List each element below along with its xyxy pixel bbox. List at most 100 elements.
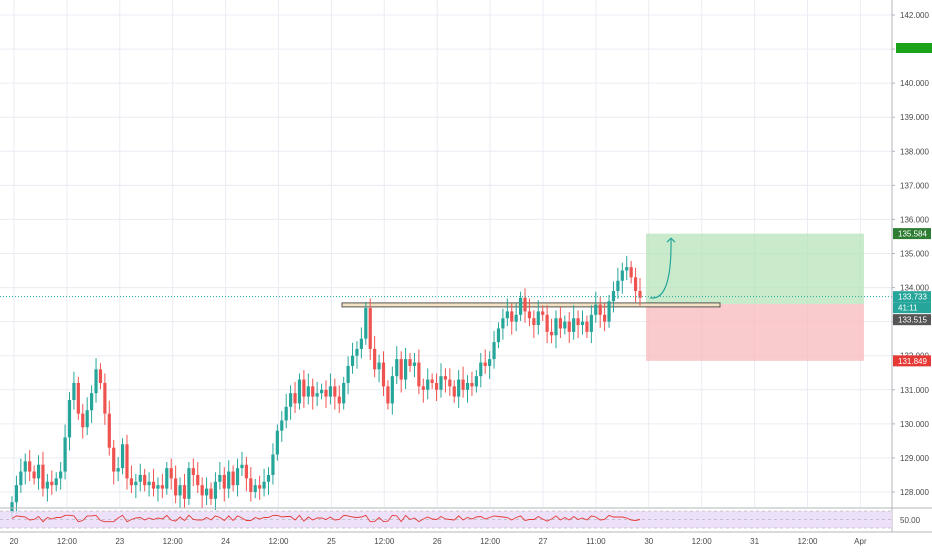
time-axis[interactable]: 20 12:00 23 12:00 24 12:00 25 12:00 26 12:00 27 11:… bbox=[10, 537, 867, 546]
candle bbox=[395, 346, 399, 384]
candle bbox=[355, 341, 359, 369]
candle-body bbox=[572, 318, 576, 332]
last-price-tag: 133.733 bbox=[893, 291, 931, 303]
candle bbox=[457, 370, 461, 408]
candle bbox=[204, 477, 209, 505]
candle bbox=[28, 450, 32, 482]
candle bbox=[620, 262, 624, 294]
candle bbox=[337, 385, 341, 413]
candle bbox=[625, 255, 629, 281]
candle bbox=[386, 380, 390, 410]
candle-body bbox=[266, 474, 271, 482]
candle bbox=[430, 373, 434, 390]
candle-body bbox=[501, 318, 505, 329]
candle bbox=[611, 281, 616, 313]
candle-body bbox=[204, 488, 209, 496]
price-tick-label: 130.000 bbox=[900, 420, 929, 429]
candle-body bbox=[103, 382, 107, 414]
time-tick-label: 12:00 bbox=[797, 537, 818, 546]
candle bbox=[289, 385, 293, 420]
candle bbox=[607, 295, 611, 328]
candle-body bbox=[479, 362, 483, 377]
candle bbox=[452, 380, 456, 403]
candle bbox=[187, 462, 191, 505]
candle bbox=[262, 468, 266, 497]
price-axis[interactable]: 142.000141.000140.000139.000138.000137.0… bbox=[892, 11, 932, 497]
candle-body bbox=[448, 379, 452, 387]
candle-body bbox=[527, 311, 532, 319]
candle-body bbox=[328, 386, 333, 397]
candle-body bbox=[81, 413, 85, 428]
candle bbox=[174, 465, 178, 504]
candle bbox=[399, 351, 403, 393]
candle bbox=[227, 460, 231, 499]
price-tick-label: 135.000 bbox=[900, 250, 929, 259]
candle bbox=[510, 303, 514, 335]
candle-body bbox=[381, 362, 386, 387]
candle bbox=[527, 298, 532, 327]
price-tick-label: 136.000 bbox=[900, 215, 929, 224]
candle bbox=[169, 458, 173, 490]
candle bbox=[182, 473, 187, 509]
profit-zone[interactable] bbox=[646, 233, 864, 305]
candle-body bbox=[182, 485, 187, 499]
candle-body bbox=[585, 321, 589, 332]
candle bbox=[426, 368, 430, 400]
candle-body bbox=[165, 468, 169, 489]
price-tick-label: 129.000 bbox=[900, 454, 929, 463]
time-tick-label: 24 bbox=[221, 537, 230, 546]
candle-body bbox=[271, 454, 275, 475]
candle-body bbox=[333, 386, 337, 397]
candle-body bbox=[50, 481, 54, 486]
candle bbox=[306, 373, 310, 405]
candle-body bbox=[41, 464, 45, 489]
candle-body bbox=[576, 318, 580, 326]
candle-body bbox=[284, 406, 288, 421]
candle-body bbox=[430, 379, 434, 383]
projection-arrow[interactable] bbox=[649, 238, 672, 299]
candle-body bbox=[443, 376, 448, 380]
candle-body bbox=[227, 471, 231, 489]
candle bbox=[280, 410, 284, 442]
candle-body bbox=[488, 359, 492, 366]
candle-body bbox=[231, 471, 235, 486]
candle-body bbox=[76, 382, 80, 414]
time-tick-label: 23 bbox=[115, 537, 124, 546]
rsi-pane[interactable] bbox=[0, 510, 892, 529]
candle bbox=[523, 288, 527, 323]
time-tick-label: 25 bbox=[327, 537, 336, 546]
candle-body bbox=[14, 485, 19, 503]
candle bbox=[567, 312, 571, 344]
candle bbox=[549, 318, 554, 344]
resistance-zone[interactable] bbox=[341, 302, 721, 308]
alert-marker[interactable] bbox=[896, 43, 932, 53]
countdown-tag: 41:11 bbox=[893, 302, 931, 314]
candle-body bbox=[386, 386, 390, 404]
candle-body bbox=[45, 481, 49, 489]
stop-price-tag: 131.849 bbox=[893, 355, 931, 367]
candle-body bbox=[439, 376, 443, 390]
candle-body bbox=[174, 478, 178, 496]
candle-body bbox=[563, 321, 567, 329]
candle bbox=[373, 335, 377, 378]
candle-body bbox=[514, 314, 518, 322]
candle-body bbox=[112, 447, 116, 472]
candle-body bbox=[67, 400, 72, 438]
candle-body bbox=[633, 277, 638, 291]
target-price-tag: 135.584 bbox=[893, 228, 931, 240]
candle bbox=[638, 278, 642, 306]
candle bbox=[32, 465, 36, 485]
loss-zone[interactable] bbox=[646, 304, 864, 361]
candle bbox=[160, 473, 164, 499]
candle-body bbox=[200, 485, 204, 496]
candle-body bbox=[213, 481, 218, 499]
candle bbox=[505, 298, 509, 327]
candle bbox=[178, 477, 182, 509]
time-tick-label: Apr bbox=[854, 537, 867, 546]
candle bbox=[293, 381, 297, 413]
candle bbox=[94, 358, 98, 403]
candle bbox=[138, 463, 142, 492]
candle bbox=[443, 368, 448, 393]
